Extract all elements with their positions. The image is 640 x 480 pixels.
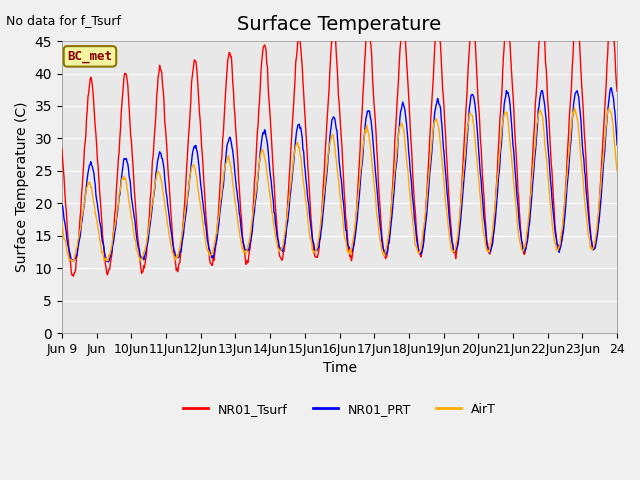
AirT — [58, 220, 66, 226]
X-axis label: Time: Time — [323, 361, 356, 375]
Y-axis label: Surface Temperature (C): Surface Temperature (C) — [15, 102, 29, 272]
AirT — [124, 189, 132, 194]
Title: Surface Temperature: Surface Temperature — [237, 15, 442, 34]
NR01_PRT — [397, 107, 405, 112]
AirT — [571, 105, 579, 110]
AirT — [429, 133, 436, 139]
Text: No data for f_Tsurf: No data for f_Tsurf — [6, 14, 122, 27]
AirT — [253, 177, 261, 182]
NR01_Tsurf — [226, 50, 234, 56]
Line: NR01_Tsurf: NR01_Tsurf — [62, 35, 617, 276]
NR01_Tsurf — [275, 240, 282, 246]
NR01_PRT — [275, 238, 282, 243]
NR01_Tsurf — [429, 76, 437, 82]
AirT — [397, 120, 405, 126]
Legend: NR01_Tsurf, NR01_PRT, AirT: NR01_Tsurf, NR01_PRT, AirT — [178, 397, 501, 420]
NR01_PRT — [607, 85, 615, 91]
NR01_Tsurf — [329, 32, 337, 37]
AirT — [275, 246, 282, 252]
NR01_PRT — [253, 180, 261, 186]
NR01_Tsurf — [70, 273, 77, 279]
Line: AirT: AirT — [62, 108, 617, 262]
Text: BC_met: BC_met — [67, 50, 113, 63]
AirT — [613, 168, 621, 174]
NR01_PRT — [613, 142, 621, 148]
NR01_PRT — [226, 134, 234, 140]
NR01_Tsurf — [398, 32, 406, 37]
NR01_PRT — [104, 259, 112, 265]
NR01_Tsurf — [613, 89, 621, 95]
NR01_Tsurf — [253, 129, 261, 134]
AirT — [68, 259, 76, 264]
NR01_Tsurf — [124, 82, 132, 88]
NR01_PRT — [124, 161, 132, 167]
Line: NR01_PRT: NR01_PRT — [62, 88, 617, 262]
AirT — [226, 159, 234, 165]
NR01_PRT — [429, 138, 436, 144]
NR01_PRT — [58, 202, 66, 208]
NR01_Tsurf — [58, 146, 66, 152]
